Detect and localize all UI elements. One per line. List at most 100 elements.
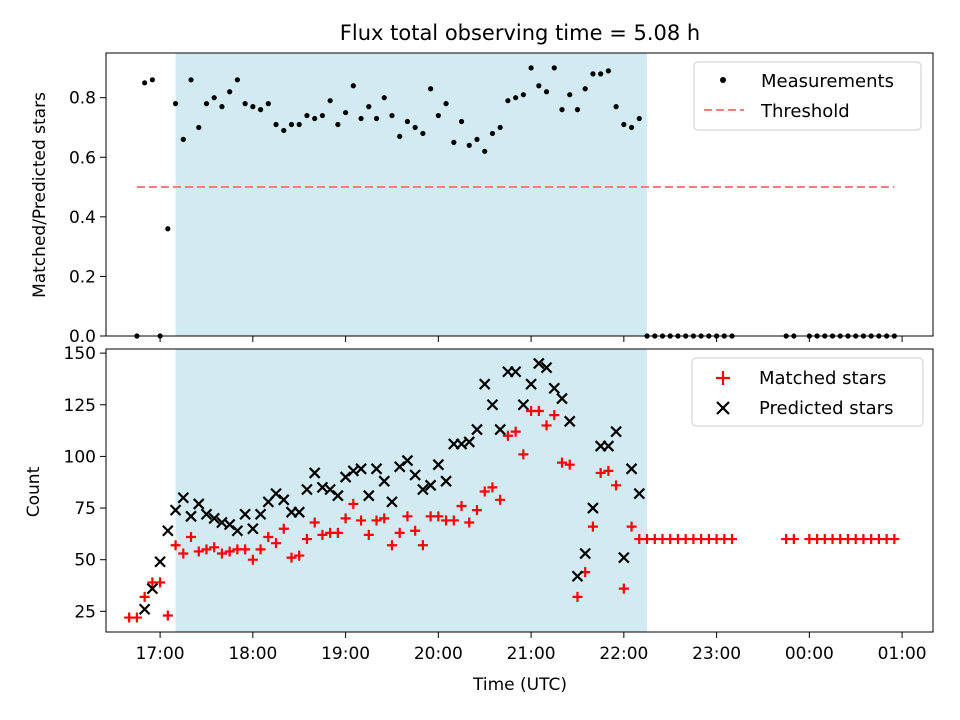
top-y-tick-label: 0.8 [69,89,96,109]
matched-stars-point [216,548,227,559]
matched-stars-point [131,612,142,623]
matched-stars-point [340,513,351,524]
matched-stars-point [209,542,220,553]
measurement-point [373,115,380,122]
top-legend: Measurements Threshold [693,61,922,131]
measurement-point [458,118,465,125]
measurement-point [551,65,557,71]
measurement-point [250,104,256,110]
top-y-tick-label: 0.4 [69,208,96,228]
measurement-point [489,130,496,137]
matched-stars-point [263,531,274,542]
predicted-stars-point [185,510,197,523]
measurement-point [172,101,179,107]
predicted-stars-point [486,398,499,411]
measurement-point [466,142,472,148]
predicted-stars-point [618,551,630,564]
matched-stars-point [448,515,459,526]
measurement-point [327,98,333,104]
measurement-point [543,89,550,95]
measurement-point [505,98,511,104]
measurement-point [559,107,565,113]
matched-stars-point [224,546,235,557]
matched-stars-point [564,459,575,470]
top-y-tick-label: 0.2 [69,267,96,287]
measurement-point [257,107,264,113]
matched-stars-point [510,426,521,437]
matched-stars-point [240,544,251,555]
bottom-panel-frame [105,348,934,633]
bottom-panel: 25 50 75 100 125 150 17:00 18:00 19:00 20:00 21:0… [24,344,934,695]
measurement-point [288,121,295,128]
measurement-point [404,118,411,125]
top-legend-box [693,61,922,131]
measurement-point [211,95,217,101]
matched-stars-point [162,610,173,621]
top-y-axis-label: Matched/Predicted stars [30,92,50,298]
measurement-point [312,115,318,122]
matched-stars-point [301,534,312,545]
predicted-stars-point [154,555,166,568]
measurement-point [536,83,542,89]
matched-stars-point [433,511,444,522]
predicted-stars-point [587,502,599,514]
x-tick-label: 00:00 [785,644,834,664]
matched-stars-point [410,525,421,536]
predicted-stars-point [471,423,483,436]
matched-stars-point [417,540,428,551]
bottom-y-ticks: 25 50 75 100 125 150 [64,344,106,622]
predicted-stars-point [556,392,568,405]
top-y-tick-label: 0.6 [69,148,96,168]
top-chart-title: Flux total observing time = 5.08 h [340,21,700,45]
measurement-point [149,77,155,83]
measurement-point [474,136,480,142]
measurement-point [227,89,233,95]
predicted-stars-point [579,547,591,560]
matched-stars-point [541,420,552,431]
measurement-point [598,71,604,77]
predicted-stars-point [571,570,584,583]
measurement-point [590,71,596,77]
measurement-point [435,112,441,119]
matched-stars-point [572,591,583,602]
top-panel: 0.0 0.2 0.4 0.6 0.8 Flux total observing tim… [30,21,934,347]
matched-stars-point [533,405,544,416]
predicted-stars-point [370,463,383,475]
predicted-stars-point [239,508,251,521]
predicted-stars-point [208,512,220,525]
predicted-stars-point [254,508,267,521]
matched-stars-point [788,534,799,545]
measurement-point [381,95,387,101]
measurement-point [188,77,194,83]
predicted-stars-point [332,489,344,502]
measurement-point [443,101,449,107]
matched-stars-point [595,467,606,478]
predicted-stars-point [409,469,421,481]
measurement-point [389,112,395,119]
measurement-point [196,124,202,131]
top-x-ticks [159,336,903,342]
matched-stars-point [487,482,498,493]
matched-stars-point [371,515,382,526]
x-tick-label: 01:00 [878,644,927,664]
predicted-stars-point [525,378,537,390]
measurement-point [219,104,225,110]
predicted-stars-point [231,525,244,537]
legend-matched-label: Matched stars [759,368,886,389]
predicted-stars-point [494,423,506,436]
bottom-y-tick-label: 50 [74,551,96,571]
predicted-stars-point [363,489,375,502]
measurement-point [242,101,248,107]
predicted-stars-point [293,506,306,518]
matched-stars-point [394,527,405,538]
matched-stars-point [587,521,598,532]
x-tick-label: 22:00 [599,644,648,664]
predicted-stars-point [563,415,576,428]
matched-stars-point [286,552,297,563]
matched-stars-point [618,583,629,594]
matched-stars-point [386,540,397,551]
predicted-stars-point [386,496,398,508]
measurement-point [180,136,186,142]
matched-stars-point [495,494,506,505]
matched-stars-point [464,517,475,528]
